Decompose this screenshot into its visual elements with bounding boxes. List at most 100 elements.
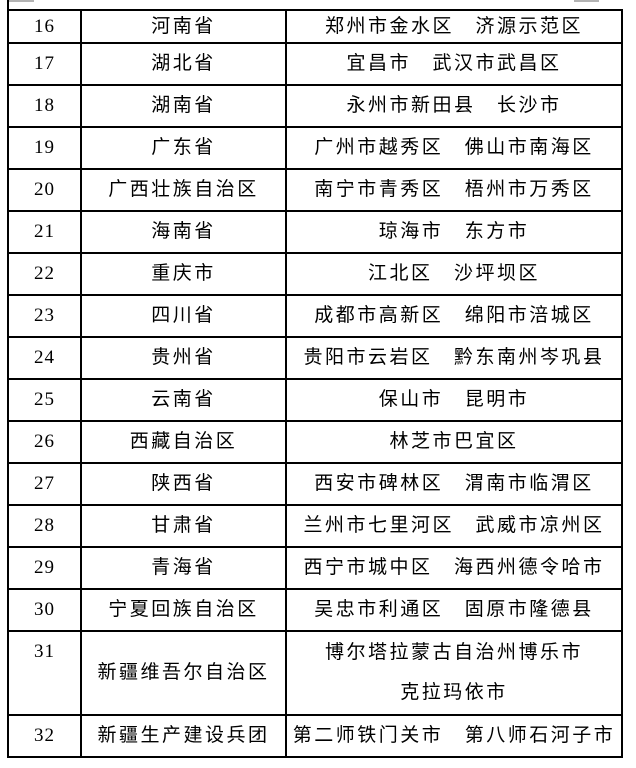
row-number: 17 <box>34 53 55 74</box>
table-row: 30 宁夏回族自治区 吴忠市利通区 固原市隆德县 <box>9 590 621 632</box>
row-number: 31 <box>34 641 55 662</box>
cities-cell: 贵阳市云岩区 黔东南州岑巩县 <box>287 338 621 378</box>
province-cell: 湖南省 <box>82 86 287 126</box>
page-crop-artifact-right <box>574 0 599 2</box>
province-cell: 贵州省 <box>82 338 287 378</box>
province-cell: 宁夏回族自治区 <box>82 590 287 630</box>
province-cell: 西藏自治区 <box>82 422 287 462</box>
province-name: 河南省 <box>151 15 216 37</box>
row-number: 21 <box>34 221 55 242</box>
province-cell: 新疆维吾尔自治区 <box>82 632 287 714</box>
cities-list: 第二师铁门关市 第八师石河子市 <box>292 725 616 746</box>
row-number-cell: 19 <box>9 128 82 168</box>
table-row: 32 新疆生产建设兵团 第二师铁门关市 第八师石河子市 <box>9 716 621 756</box>
row-number-cell: 20 <box>9 170 82 210</box>
cities-list: 西宁市城中区 海西州德令哈市 <box>303 557 605 578</box>
cities-list: 林芝市巴宜区 <box>389 431 519 452</box>
row-number: 28 <box>34 515 55 536</box>
row-number-cell: 25 <box>9 380 82 420</box>
cities-cell: 第二师铁门关市 第八师石河子市 <box>287 716 621 756</box>
page-crop-artifact-left <box>8 0 34 2</box>
province-name: 宁夏回族自治区 <box>108 599 259 620</box>
row-number-cell: 16 <box>9 11 82 42</box>
row-number: 25 <box>34 389 55 410</box>
province-name: 贵州省 <box>151 347 216 368</box>
row-number: 23 <box>34 305 55 326</box>
row-number: 26 <box>34 431 55 452</box>
cities-list: 博尔塔拉蒙古自治州博乐市 克拉玛依市 <box>324 642 583 703</box>
province-cell: 云南省 <box>82 380 287 420</box>
row-number: 29 <box>34 557 55 578</box>
province-name: 新疆维吾尔自治区 <box>97 662 270 683</box>
province-cell: 青海省 <box>82 548 287 588</box>
row-number-cell: 17 <box>9 44 82 84</box>
cities-cell: 广州市越秀区 佛山市南海区 <box>287 128 621 168</box>
row-number-cell: 23 <box>9 296 82 336</box>
province-name: 海南省 <box>151 221 216 242</box>
cities-list: 宜昌市 武汉市武昌区 <box>346 53 562 74</box>
province-cell: 广东省 <box>82 128 287 168</box>
cities-cell: 永州市新田县 长沙市 <box>287 86 621 126</box>
cities-list: 琼海市 东方市 <box>378 221 530 242</box>
row-number: 24 <box>34 347 55 368</box>
table-row: 29 青海省 西宁市城中区 海西州德令哈市 <box>9 548 621 590</box>
table-row: 22 重庆市 江北区 沙坪坝区 <box>9 254 621 296</box>
cities-cell: 西宁市城中区 海西州德令哈市 <box>287 548 621 588</box>
row-number-cell: 28 <box>9 506 82 546</box>
cities-cell: 西安市碑林区 渭南市临渭区 <box>287 464 621 504</box>
province-cell: 新疆生产建设兵团 <box>82 716 287 756</box>
cities-list: 永州市新田县 长沙市 <box>346 95 562 116</box>
province-name: 四川省 <box>151 305 216 326</box>
province-name: 广东省 <box>151 137 216 158</box>
cities-cell: 博尔塔拉蒙古自治州博乐市 克拉玛依市 <box>287 632 621 714</box>
row-number-cell: 24 <box>9 338 82 378</box>
cities-list: 南宁市青秀区 梧州市万秀区 <box>314 179 594 200</box>
table-row: 27 陕西省 西安市碑林区 渭南市临渭区 <box>9 464 621 506</box>
table-row: 18 湖南省 永州市新田县 长沙市 <box>9 86 621 128</box>
row-number-cell: 27 <box>9 464 82 504</box>
province-name: 湖南省 <box>151 95 216 116</box>
cities-cell: 宜昌市 武汉市武昌区 <box>287 44 621 84</box>
cities-list: 广州市越秀区 佛山市南海区 <box>314 137 594 158</box>
province-city-table: 16 河南省 郑州市金水区 济源示范区 17 湖北省 宜昌市 武汉市武昌区 18… <box>7 9 623 758</box>
cities-list: 成都市高新区 绵阳市涪城区 <box>314 305 594 326</box>
cities-cell: 琼海市 东方市 <box>287 212 621 252</box>
province-name: 陕西省 <box>151 473 216 494</box>
cities-list: 贵阳市云岩区 黔东南州岑巩县 <box>303 347 605 368</box>
row-number: 16 <box>34 15 55 37</box>
row-number-cell: 18 <box>9 86 82 126</box>
row-number-cell: 29 <box>9 548 82 588</box>
cities-cell: 吴忠市利通区 固原市隆德县 <box>287 590 621 630</box>
table-row: 19 广东省 广州市越秀区 佛山市南海区 <box>9 128 621 170</box>
row-number: 27 <box>34 473 55 494</box>
row-number: 22 <box>34 263 55 284</box>
cities-list: 郑州市金水区 济源示范区 <box>324 15 583 37</box>
row-number-cell: 21 <box>9 212 82 252</box>
table-left-border-stub <box>7 0 9 11</box>
row-number: 19 <box>34 137 55 158</box>
cities-cell: 南宁市青秀区 梧州市万秀区 <box>287 170 621 210</box>
province-name: 新疆生产建设兵团 <box>97 725 270 746</box>
province-cell: 海南省 <box>82 212 287 252</box>
province-name: 重庆市 <box>151 263 216 284</box>
province-name: 云南省 <box>151 389 216 410</box>
cities-list: 江北区 沙坪坝区 <box>367 263 540 284</box>
row-number-cell: 32 <box>9 716 82 756</box>
province-name: 湖北省 <box>151 53 216 74</box>
cities-cell: 成都市高新区 绵阳市涪城区 <box>287 296 621 336</box>
row-number: 18 <box>34 95 55 116</box>
table-row: 31 新疆维吾尔自治区 博尔塔拉蒙古自治州博乐市 克拉玛依市 <box>9 632 621 716</box>
table-row: 21 海南省 琼海市 东方市 <box>9 212 621 254</box>
cities-list: 吴忠市利通区 固原市隆德县 <box>314 599 594 620</box>
cities-list: 西安市碑林区 渭南市临渭区 <box>314 473 594 494</box>
province-name: 甘肃省 <box>151 515 216 536</box>
table-row: 20 广西壮族自治区 南宁市青秀区 梧州市万秀区 <box>9 170 621 212</box>
province-cell: 河南省 <box>82 11 287 42</box>
table-row: 26 西藏自治区 林芝市巴宜区 <box>9 422 621 464</box>
row-number: 32 <box>34 725 55 746</box>
row-number-cell: 22 <box>9 254 82 294</box>
province-name: 西藏自治区 <box>129 431 238 452</box>
province-cell: 陕西省 <box>82 464 287 504</box>
cities-cell: 保山市 昆明市 <box>287 380 621 420</box>
